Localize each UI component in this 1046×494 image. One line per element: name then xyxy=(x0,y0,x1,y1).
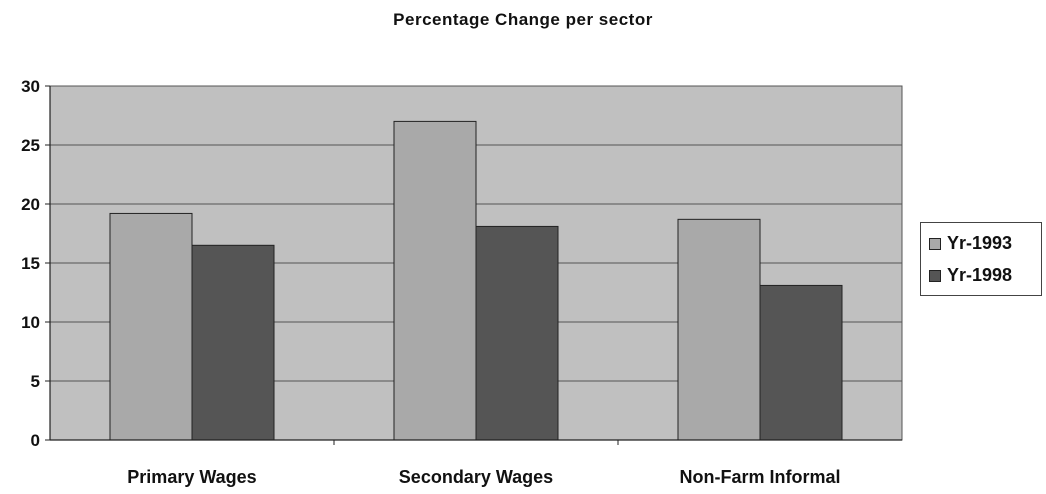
bar-yr-1993-secondary-wages xyxy=(393,120,477,441)
chart-title: Percentage Change per sector xyxy=(393,10,653,29)
bar-yr-1998-primary-wages xyxy=(191,244,275,441)
bar-yr-1998-secondary-wages xyxy=(475,225,559,441)
bars xyxy=(109,120,843,441)
legend-label-1993: Yr-1993 xyxy=(947,233,1013,253)
y-tick-label: 25 xyxy=(21,136,40,155)
bar-yr-1993-non-farm-informal xyxy=(677,218,761,441)
legend-swatch-1998 xyxy=(929,269,941,282)
x-category-label: Secondary Wages xyxy=(399,467,553,487)
legend-item-1993: Yr-1993 xyxy=(929,233,1012,254)
y-tick-label: 0 xyxy=(31,431,40,450)
y-tick-label: 20 xyxy=(21,195,40,214)
legend: Yr-1993 Yr-1998 xyxy=(920,222,1042,296)
legend-label-1998: Yr-1998 xyxy=(947,265,1013,285)
x-axis-categories: Primary Wages Secondary Wages Non-Farm Inf… xyxy=(127,440,841,487)
y-tick-label: 5 xyxy=(31,372,40,391)
y-axis-ticks: 0 5 10 15 20 25 30 xyxy=(21,77,50,450)
legend-swatch-1993 xyxy=(929,237,941,250)
y-tick-label: 15 xyxy=(21,254,40,273)
x-category-label: Primary Wages xyxy=(127,467,256,487)
x-category-label: Non-Farm Informal xyxy=(679,467,840,487)
y-tick-label: 30 xyxy=(21,77,40,96)
legend-item-1998: Yr-1998 xyxy=(929,265,1012,286)
bar-yr-1998-non-farm-informal xyxy=(759,284,843,441)
bar-yr-1993-primary-wages xyxy=(109,212,193,441)
y-tick-label: 10 xyxy=(21,313,40,332)
